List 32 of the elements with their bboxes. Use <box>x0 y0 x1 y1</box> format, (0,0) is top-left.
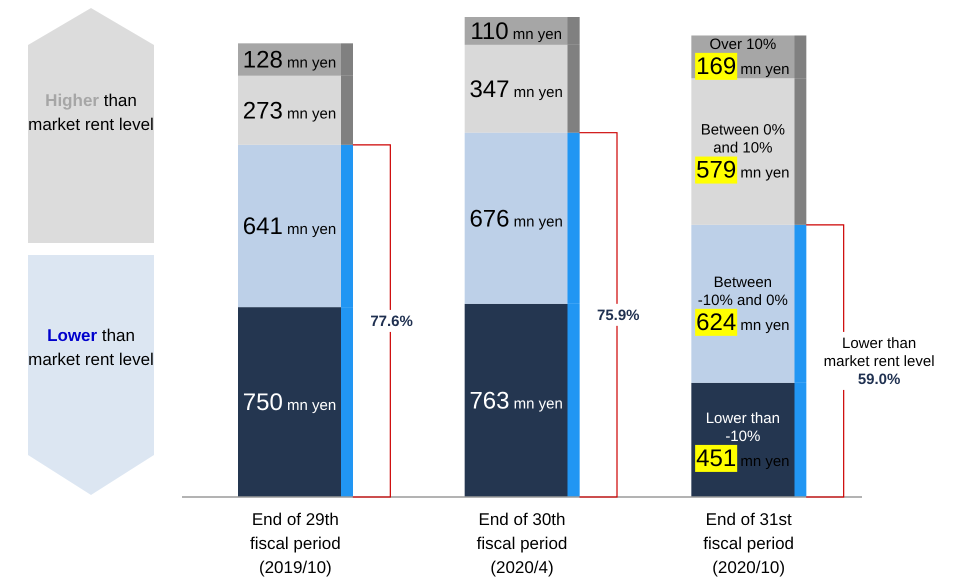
x-tick-label: End of 29th fiscal period (2019/10) <box>250 510 341 577</box>
bar <box>691 78 806 225</box>
x-tick-label: End of 31st fiscal period (2020/10) <box>703 510 794 577</box>
data-label: 763 mn yen <box>469 387 563 414</box>
series-label: Lower than -10% <box>706 410 780 445</box>
series-label: Between 0% and 10% <box>700 122 785 157</box>
data-label: 169 mn yen <box>696 52 790 80</box>
data-label: 273 mn yen <box>242 97 336 124</box>
data-label: 750 mn yen <box>242 389 336 416</box>
series-label: Over 10% <box>709 36 776 53</box>
annotation: 77.6% <box>370 312 413 330</box>
x-tick-label: End of 30th fiscal period (2020/4) <box>476 510 568 577</box>
data-label: 451 mn yen <box>696 444 790 472</box>
data-label: 624 mn yen <box>696 308 790 336</box>
text: Lower than market rent level <box>28 326 154 369</box>
data-label: 676 mn yen <box>469 205 563 232</box>
data-label: 579 mn yen <box>696 156 790 184</box>
bar <box>464 44 580 133</box>
bar <box>691 382 806 497</box>
bar <box>691 224 806 383</box>
bar <box>464 304 580 497</box>
series-label: Between -10% and 0% <box>698 274 788 309</box>
bar <box>238 144 353 308</box>
bar <box>238 307 353 497</box>
data-label: 110 mn yen <box>470 18 562 45</box>
bar <box>464 132 580 304</box>
annotation: Lower than market rent level 59.0% <box>824 334 935 388</box>
data-label: 347 mn yen <box>469 76 563 103</box>
annotation: 75.9% <box>596 306 640 324</box>
data-label: 641 mn yen <box>242 212 336 240</box>
bar <box>238 76 353 145</box>
data-label: 128 mn yen <box>242 46 336 74</box>
